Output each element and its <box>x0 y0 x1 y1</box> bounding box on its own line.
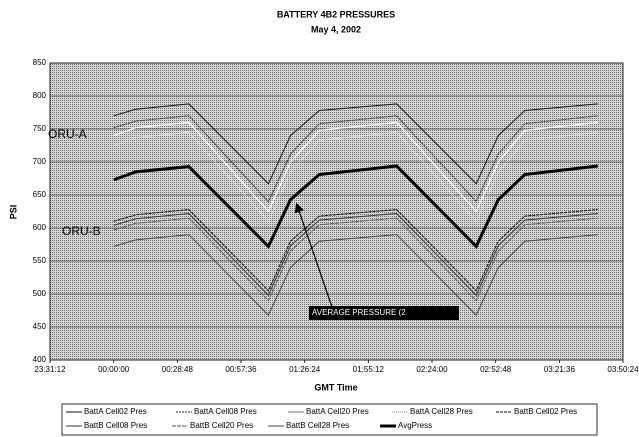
x-tick-label: 00:00:00 <box>98 365 130 374</box>
y-tick-label: 500 <box>33 289 47 298</box>
annotation-box <box>309 306 459 320</box>
y-tick-label: 450 <box>33 322 47 331</box>
legend-label: BattA Cell08 Pres <box>194 407 257 416</box>
chart-title: BATTERY 4B2 PRESSURES <box>277 9 395 19</box>
y-tick-label: 850 <box>33 58 47 67</box>
series-line <box>113 234 598 316</box>
x-tick-label: 03:50:24 <box>607 365 639 374</box>
y-tick-label: 400 <box>33 355 47 364</box>
y-tick-label: 650 <box>33 190 47 199</box>
x-tick-label: 00:57:36 <box>225 365 257 374</box>
legend-label: BattA Cell20 Pres <box>306 407 369 416</box>
y-tick-label: 550 <box>33 256 47 265</box>
series-line <box>113 217 598 302</box>
series-line <box>113 164 598 250</box>
legend-label: BattA Cell02 Pres <box>84 407 147 416</box>
annotation: AVERAGE PRESSURE (2 <box>312 308 406 317</box>
y-axis-label: PSI <box>8 205 18 220</box>
series-line <box>113 212 598 297</box>
x-tick-label: 03:21:36 <box>544 365 576 374</box>
series-line <box>113 208 598 292</box>
legend-label: BattB Cell02 Pres <box>514 407 577 416</box>
series-line <box>113 103 598 185</box>
x-tick-label: 01:55:12 <box>353 365 385 374</box>
chart-subtitle: May 4, 2002 <box>311 24 361 34</box>
y-tick-label: 700 <box>33 157 47 166</box>
series-line <box>113 131 598 223</box>
x-tick-label: 02:52:48 <box>480 365 512 374</box>
series-line <box>113 121 598 213</box>
legend-label: BattB Cell20 Pres <box>190 421 253 430</box>
x-axis-label: GMT Time <box>314 382 357 392</box>
legend <box>61 403 598 436</box>
annotation-arrow <box>294 202 333 308</box>
annotation: ORU-B <box>62 224 101 238</box>
x-tick-label: 23:31:12 <box>34 365 66 374</box>
x-tick-label: 00:28:48 <box>162 365 194 374</box>
legend-label: BattB Cell08 Pres <box>84 421 147 430</box>
x-tick-label: 01:26:24 <box>289 365 321 374</box>
legend-label: BattA Cell28 Pres <box>410 407 473 416</box>
legend-label: AvgPress <box>398 421 432 430</box>
y-tick-label: 600 <box>33 223 47 232</box>
y-tick-label: 800 <box>33 91 47 100</box>
legend-label: BattB Cell28 Pres <box>286 421 349 430</box>
series-line <box>113 115 598 203</box>
annotation: ORU-A <box>48 127 87 141</box>
x-tick-label: 02:24:00 <box>416 365 448 374</box>
y-tick-label: 750 <box>33 124 47 133</box>
